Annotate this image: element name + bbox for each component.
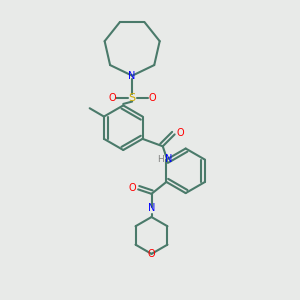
Text: O: O <box>108 93 116 103</box>
Text: N: N <box>148 203 155 213</box>
Text: N: N <box>128 71 136 81</box>
Text: O: O <box>128 183 136 193</box>
Text: S: S <box>129 93 136 103</box>
Text: O: O <box>176 128 184 138</box>
Text: O: O <box>148 93 156 103</box>
Text: H: H <box>157 154 164 164</box>
Text: N: N <box>165 154 172 164</box>
Text: O: O <box>148 249 155 259</box>
